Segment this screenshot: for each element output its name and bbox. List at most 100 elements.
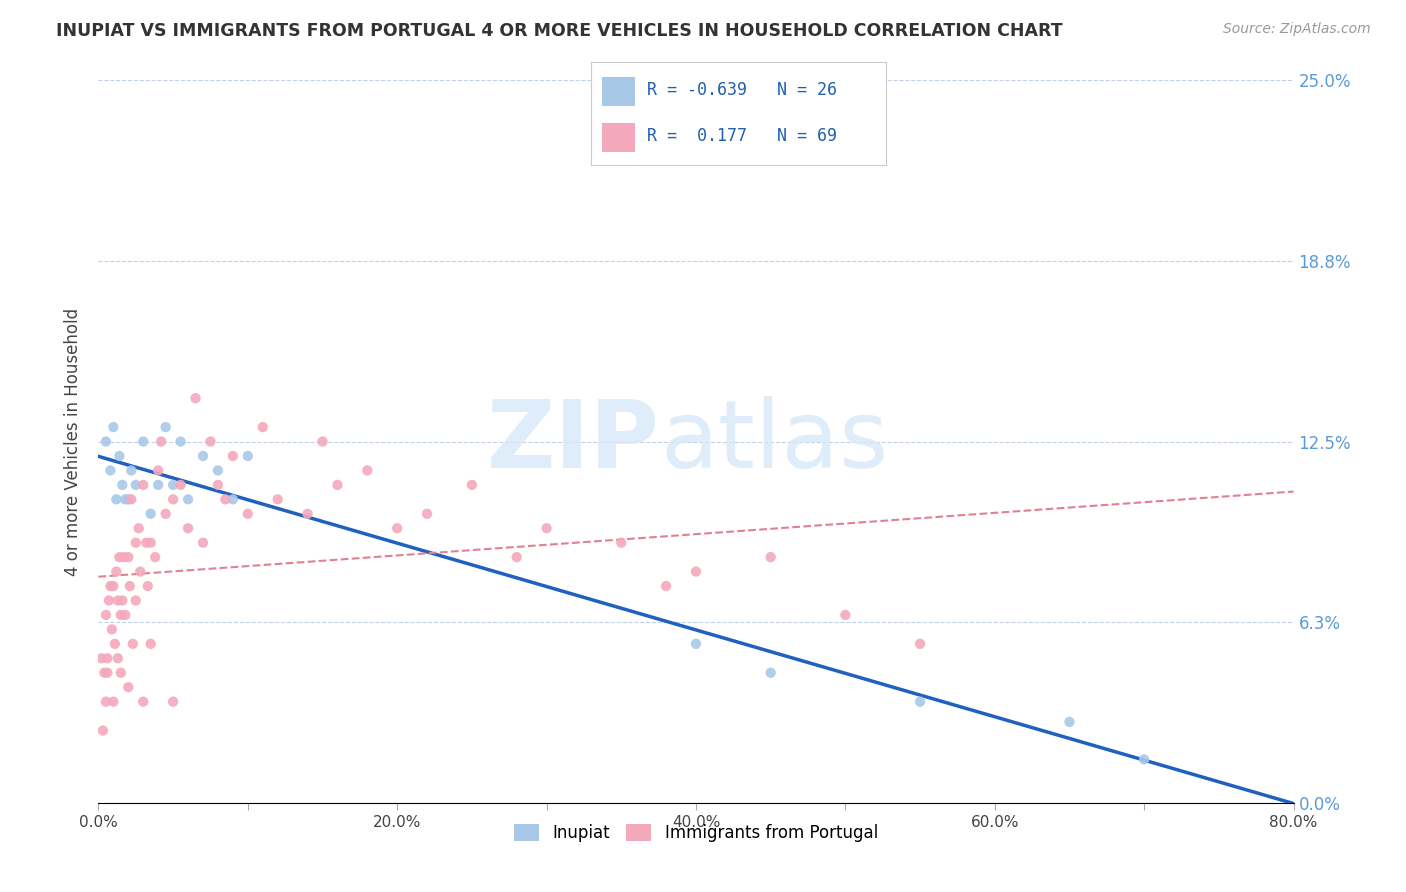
Point	[132, 478, 155, 492]
Point	[155, 507, 177, 521]
Text: Source: ZipAtlas.com: Source: ZipAtlas.com	[1223, 22, 1371, 37]
Point	[98, 579, 122, 593]
Legend: Inupiat, Immigrants from Portugal: Inupiat, Immigrants from Portugal	[508, 817, 884, 848]
Point	[177, 492, 200, 507]
Point	[136, 579, 159, 593]
Point	[610, 535, 633, 549]
Point	[94, 607, 117, 622]
Point	[148, 463, 170, 477]
Point	[236, 449, 259, 463]
Point	[267, 492, 290, 507]
Point	[105, 492, 128, 507]
Point	[416, 507, 439, 521]
Point	[139, 637, 162, 651]
Point	[96, 651, 118, 665]
Point	[155, 420, 177, 434]
Point	[236, 507, 259, 521]
Point	[169, 434, 191, 449]
Point	[162, 695, 184, 709]
Point	[107, 651, 129, 665]
Point	[200, 434, 222, 449]
Point	[834, 607, 856, 622]
Point	[150, 434, 173, 449]
Point	[222, 449, 245, 463]
Point	[759, 550, 782, 565]
Y-axis label: 4 or more Vehicles in Household: 4 or more Vehicles in Household	[65, 308, 83, 575]
Point	[135, 535, 157, 549]
Point	[120, 492, 142, 507]
Point	[94, 695, 117, 709]
Point	[297, 507, 319, 521]
Point	[139, 507, 162, 521]
Point	[111, 593, 134, 607]
Point	[162, 492, 184, 507]
Text: INUPIAT VS IMMIGRANTS FROM PORTUGAL 4 OR MORE VEHICLES IN HOUSEHOLD CORRELATION : INUPIAT VS IMMIGRANTS FROM PORTUGAL 4 OR…	[56, 22, 1063, 40]
Point	[93, 665, 115, 680]
Point	[114, 607, 136, 622]
Point	[252, 420, 274, 434]
Point	[103, 695, 125, 709]
Point	[162, 478, 184, 492]
Point	[655, 579, 678, 593]
Point	[148, 478, 170, 492]
Point	[169, 478, 191, 492]
Point	[177, 521, 200, 535]
Point	[1059, 714, 1081, 729]
Point	[311, 434, 333, 449]
Point	[129, 565, 152, 579]
Point	[118, 579, 141, 593]
Point	[1133, 752, 1156, 766]
Point	[132, 434, 155, 449]
Point	[105, 565, 128, 579]
Point	[96, 665, 118, 680]
Point	[107, 593, 129, 607]
Point	[103, 420, 125, 434]
Point	[191, 449, 214, 463]
Point	[461, 478, 484, 492]
Text: atlas: atlas	[661, 395, 889, 488]
Point	[104, 637, 127, 651]
Point	[117, 550, 139, 565]
Point	[908, 637, 931, 651]
Bar	[602, 123, 636, 152]
Point	[125, 535, 148, 549]
Point	[685, 637, 707, 651]
Point	[139, 535, 162, 549]
Bar	[602, 77, 636, 105]
Point	[207, 478, 229, 492]
Point	[108, 449, 131, 463]
Point	[90, 651, 112, 665]
Point	[184, 391, 207, 405]
Point	[94, 434, 117, 449]
Point	[908, 695, 931, 709]
Point	[101, 623, 124, 637]
Point	[385, 521, 409, 535]
Point	[222, 492, 245, 507]
Point	[120, 463, 142, 477]
Point	[125, 593, 148, 607]
Point	[132, 695, 155, 709]
Point	[112, 550, 135, 565]
Point	[506, 550, 529, 565]
Point	[110, 607, 132, 622]
Point	[121, 637, 143, 651]
Point	[125, 478, 148, 492]
Point	[207, 463, 229, 477]
Point	[191, 535, 214, 549]
Point	[128, 521, 150, 535]
Point	[214, 492, 236, 507]
Point	[91, 723, 114, 738]
Point	[117, 492, 139, 507]
Point	[108, 550, 131, 565]
Point	[326, 478, 349, 492]
Point	[103, 579, 125, 593]
Point	[114, 492, 136, 507]
Point	[98, 463, 122, 477]
Point	[111, 478, 134, 492]
Point	[356, 463, 378, 477]
Point	[536, 521, 558, 535]
Text: ZIP: ZIP	[488, 395, 661, 488]
Point	[685, 565, 707, 579]
Text: R =  0.177   N = 69: R = 0.177 N = 69	[647, 128, 837, 145]
Point	[97, 593, 120, 607]
